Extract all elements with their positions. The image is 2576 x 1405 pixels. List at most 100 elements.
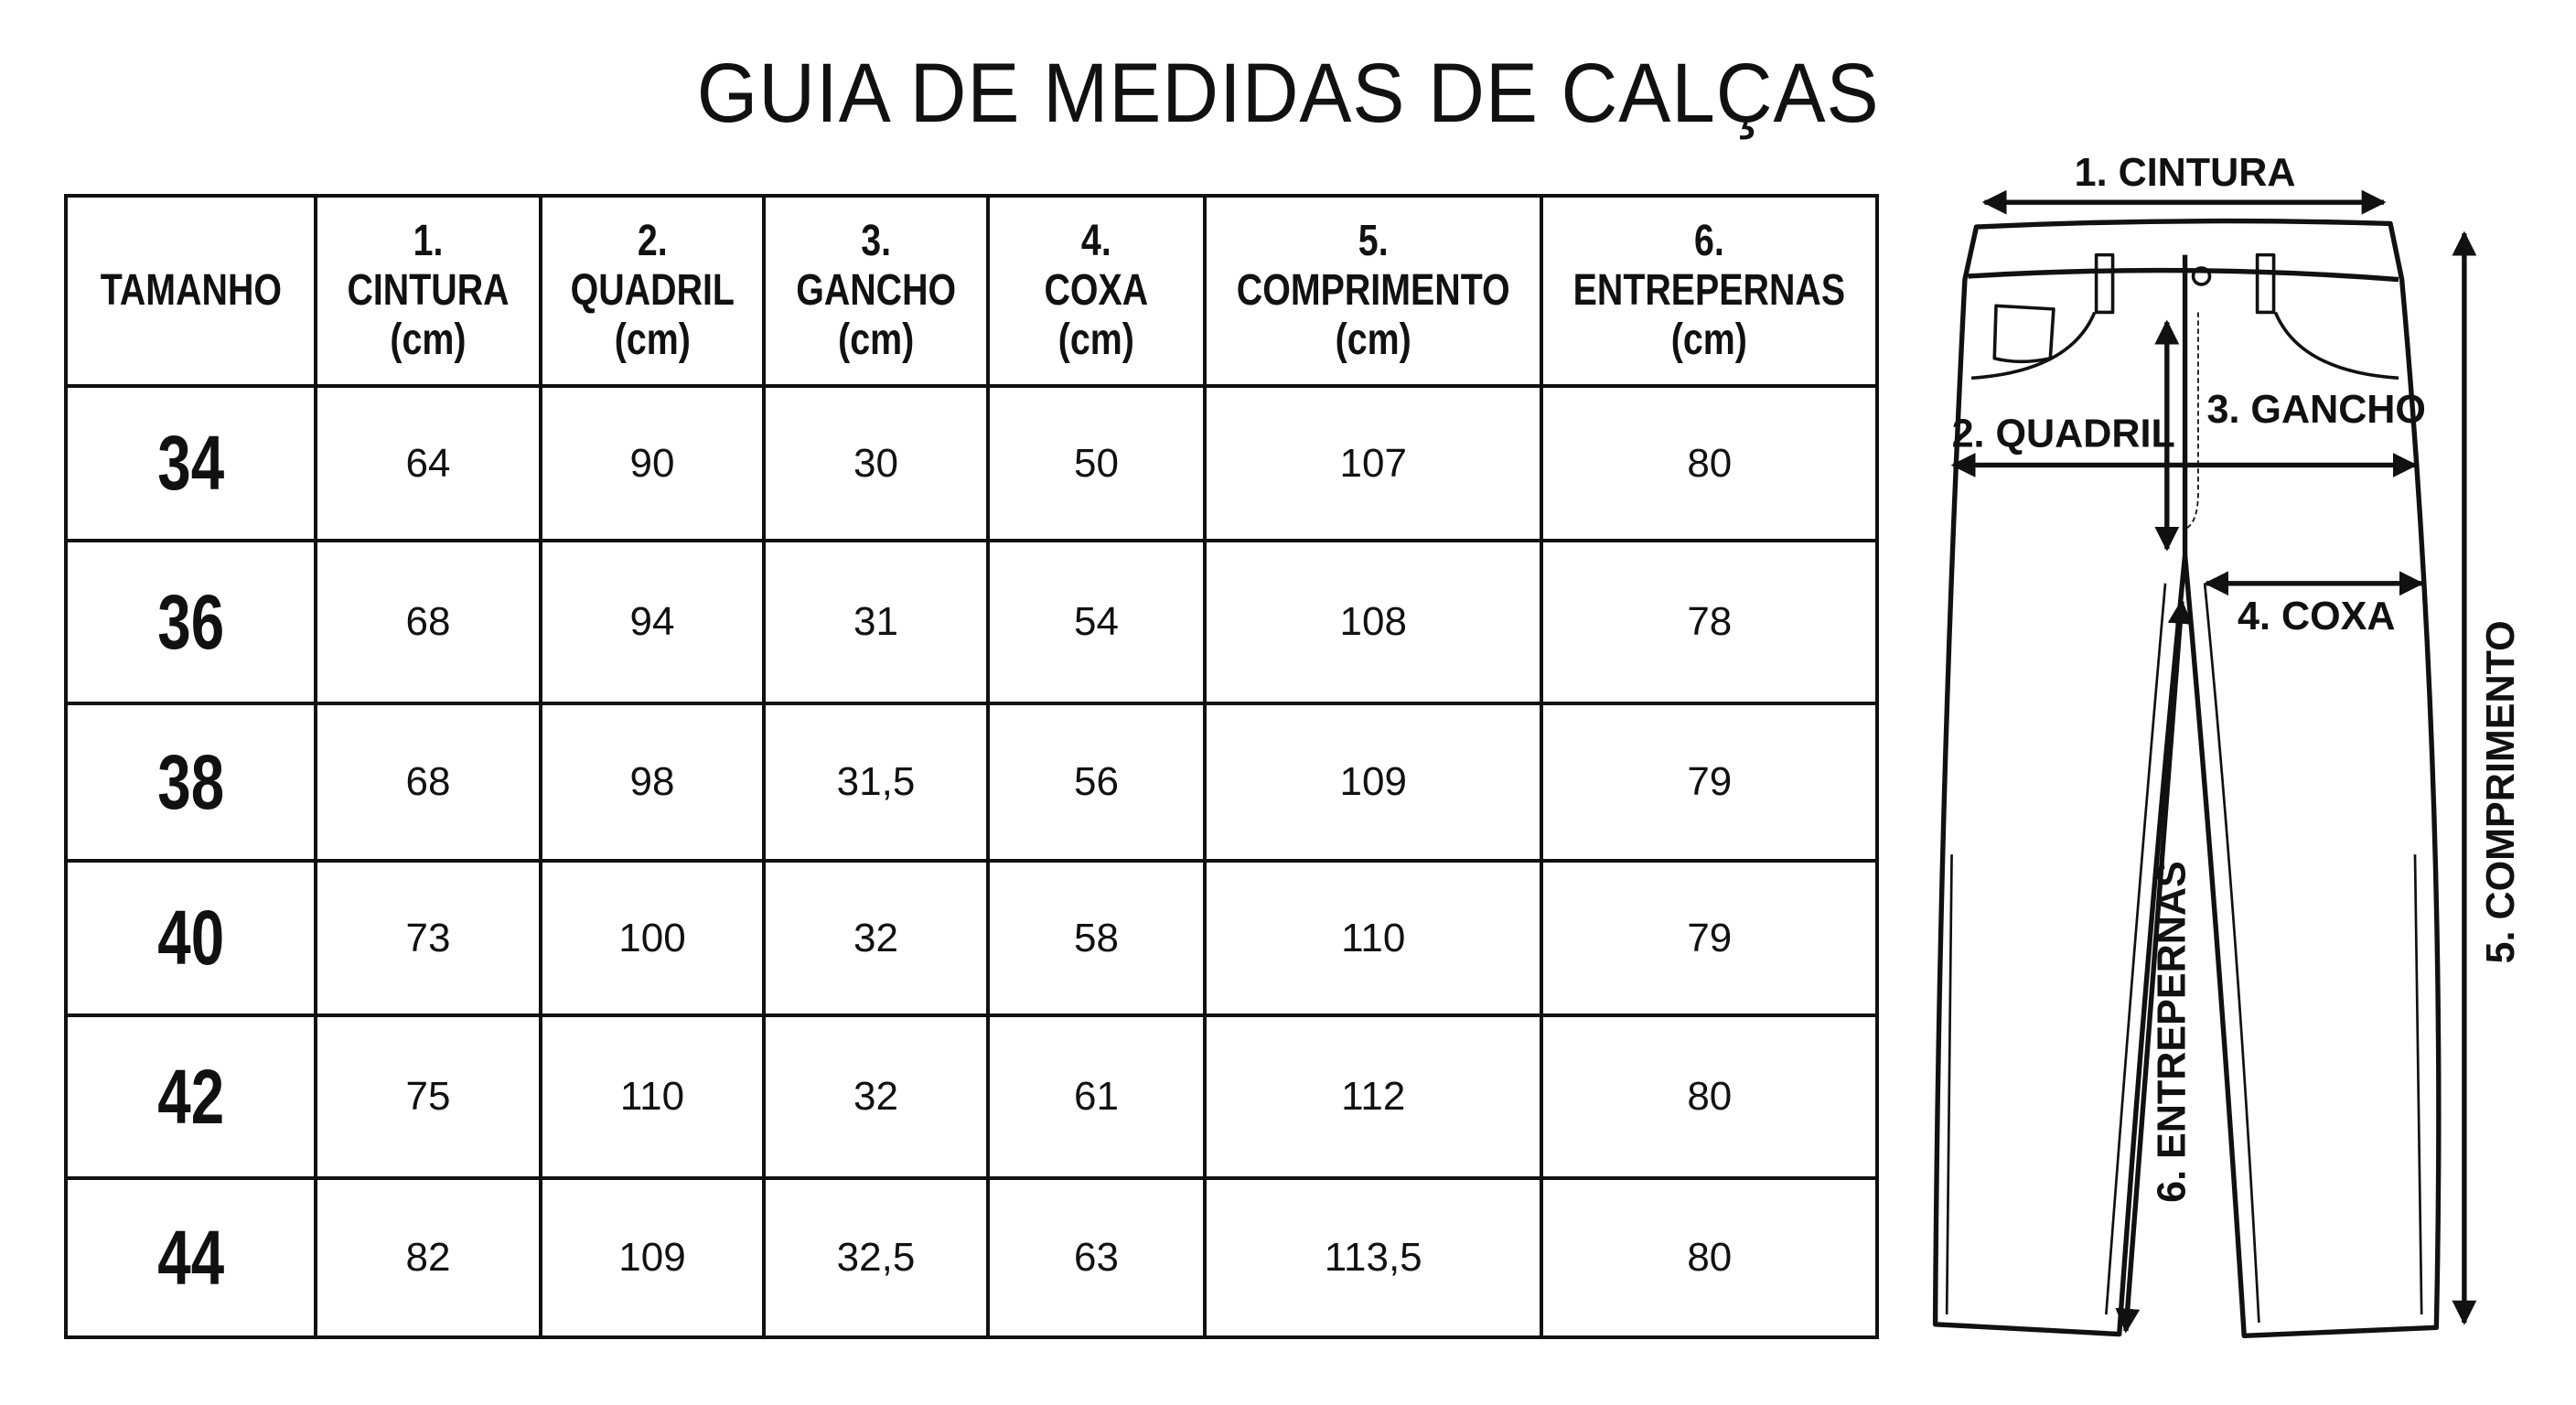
header-unit: (cm) [837,316,915,364]
measure-cell: 73 [314,859,542,1017]
measure-arrows [1950,189,2477,1334]
cell-text: 32 [853,915,898,960]
measure-cell: 108 [1202,539,1544,705]
cell-text: 113,5 [1324,1235,1422,1280]
cell-text: 34 [157,420,224,506]
header-num: 3. [861,217,891,265]
measure-cell: 80 [1540,1014,1880,1180]
column-header: 4. COXA (cm) [986,194,1207,388]
measure-cell: 79 [1540,702,1880,863]
table-row: 42 75 110 32 61 112 80 [64,1014,1880,1180]
cell-text: 109 [618,1235,686,1280]
cell-text: 108 [1339,599,1407,644]
label-comprimento: 5. COMPRIMENTO [2479,620,2523,963]
cell-text: 58 [1074,915,1119,960]
measure-cell: 61 [986,1014,1207,1180]
cell-text: 31,5 [836,759,916,804]
measure-cell: 68 [314,539,542,705]
header-num: 4. [1081,217,1111,265]
cell-text: 36 [157,578,224,665]
measure-cell: 32,5 [762,1176,990,1339]
cell-text: 38 [157,738,224,825]
cell-text: 110 [619,1074,685,1119]
measure-cell: 109 [1202,702,1544,863]
label-gancho: 3. GANCHO [2207,388,2426,432]
cell-text: 50 [1074,440,1119,486]
size-cell: 34 [64,384,317,542]
column-header: 3. GANCHO (cm) [762,194,990,388]
measure-cell: 94 [539,539,766,705]
cell-text: 73 [405,915,451,960]
measure-cell: 110 [539,1014,766,1180]
pants-outline [1932,218,2442,1339]
cell-text: 64 [405,440,451,486]
cell-text: 78 [1687,599,1733,644]
size-cell: 36 [64,539,317,705]
size-cell: 44 [64,1176,317,1339]
header-row: TAMANHO 1. CINTURA (cm) 2. QUADRIL (cm) 3. GANCH… [64,194,1880,388]
header-unit: (cm) [614,316,691,364]
table-row: 44 82 109 32,5 63 113,5 80 [64,1176,1880,1339]
label-coxa: 4. COXA [2238,595,2395,638]
column-header-text: 2. QUADRIL (cm) [570,217,734,365]
label-cintura: 1. CINTURA [2075,151,2296,195]
table-row: 40 73 100 32 58 110 79 [64,859,1880,1017]
header-num: 1. [413,217,444,265]
header-unit: (cm) [1335,316,1411,364]
measure-cell: 79 [1540,859,1880,1017]
table-row: 34 64 90 30 50 107 80 [64,384,1880,542]
column-header: TAMANHO [64,194,317,388]
header-name: QUADRIL [570,266,735,315]
size-cell: 40 [64,859,317,1017]
measure-cell: 110 [1202,859,1544,1017]
measure-cell: 32 [762,1014,990,1180]
cell-text: 80 [1687,440,1733,486]
measure-cell: 82 [314,1176,542,1339]
cell-text: 61 [1074,1074,1119,1119]
cell-text: 63 [1074,1235,1119,1280]
cell-text: 100 [618,915,686,960]
measure-cell: 107 [1202,384,1544,542]
cell-text: 79 [1687,759,1733,804]
header-unit: (cm) [1057,316,1135,364]
header-name: TAMANHO [100,266,282,315]
measure-cell: 32 [762,859,990,1017]
measure-cell: 80 [1540,1176,1880,1339]
measure-cell: 68 [314,702,542,863]
size-cell: 42 [64,1014,317,1180]
column-header: 5. COMPRIMENTO (cm) [1202,194,1544,388]
cell-text: 112 [1341,1074,1406,1119]
measure-cell: 75 [314,1014,542,1180]
header-name: COMPRIMENTO [1236,266,1510,315]
table-row: 38 68 98 31,5 56 109 79 [64,702,1880,863]
cell-text: 31 [853,599,898,644]
header-name: CINTURA [347,266,510,315]
label-quadril: 2. QUADRIL [1952,413,2175,456]
column-header-text: TAMANHO [100,266,281,316]
cell-text: 110 [1341,915,1406,960]
header-name: ENTREPERNAS [1573,266,1846,315]
measure-cell: 56 [986,702,1207,863]
size-table: TAMANHO 1. CINTURA (cm) 2. QUADRIL (cm) 3. GANCH… [64,194,1880,1339]
header-num: 6. [1694,217,1725,265]
measure-cell: 112 [1202,1014,1544,1180]
measure-cell: 78 [1540,539,1880,705]
entrepernas-arrow [2115,598,2193,1334]
cell-text: 109 [1339,759,1407,804]
column-header-text: 1. CINTURA (cm) [347,217,509,365]
measure-cell: 63 [986,1176,1207,1339]
cell-text: 68 [405,599,451,644]
cell-text: 80 [1687,1074,1733,1119]
cell-text: 54 [1074,599,1119,644]
measure-cell: 64 [314,384,542,542]
cell-text: 79 [1687,915,1733,960]
cell-text: 32,5 [836,1235,916,1280]
cell-text: 42 [157,1053,224,1140]
column-header: 1. CINTURA (cm) [314,194,542,388]
cell-text: 90 [629,440,675,486]
measure-cell: 80 [1540,384,1880,542]
cell-text: 40 [157,895,224,981]
cell-text: 44 [157,1214,224,1301]
column-header: 6. ENTREPERNAS (cm) [1540,194,1880,388]
